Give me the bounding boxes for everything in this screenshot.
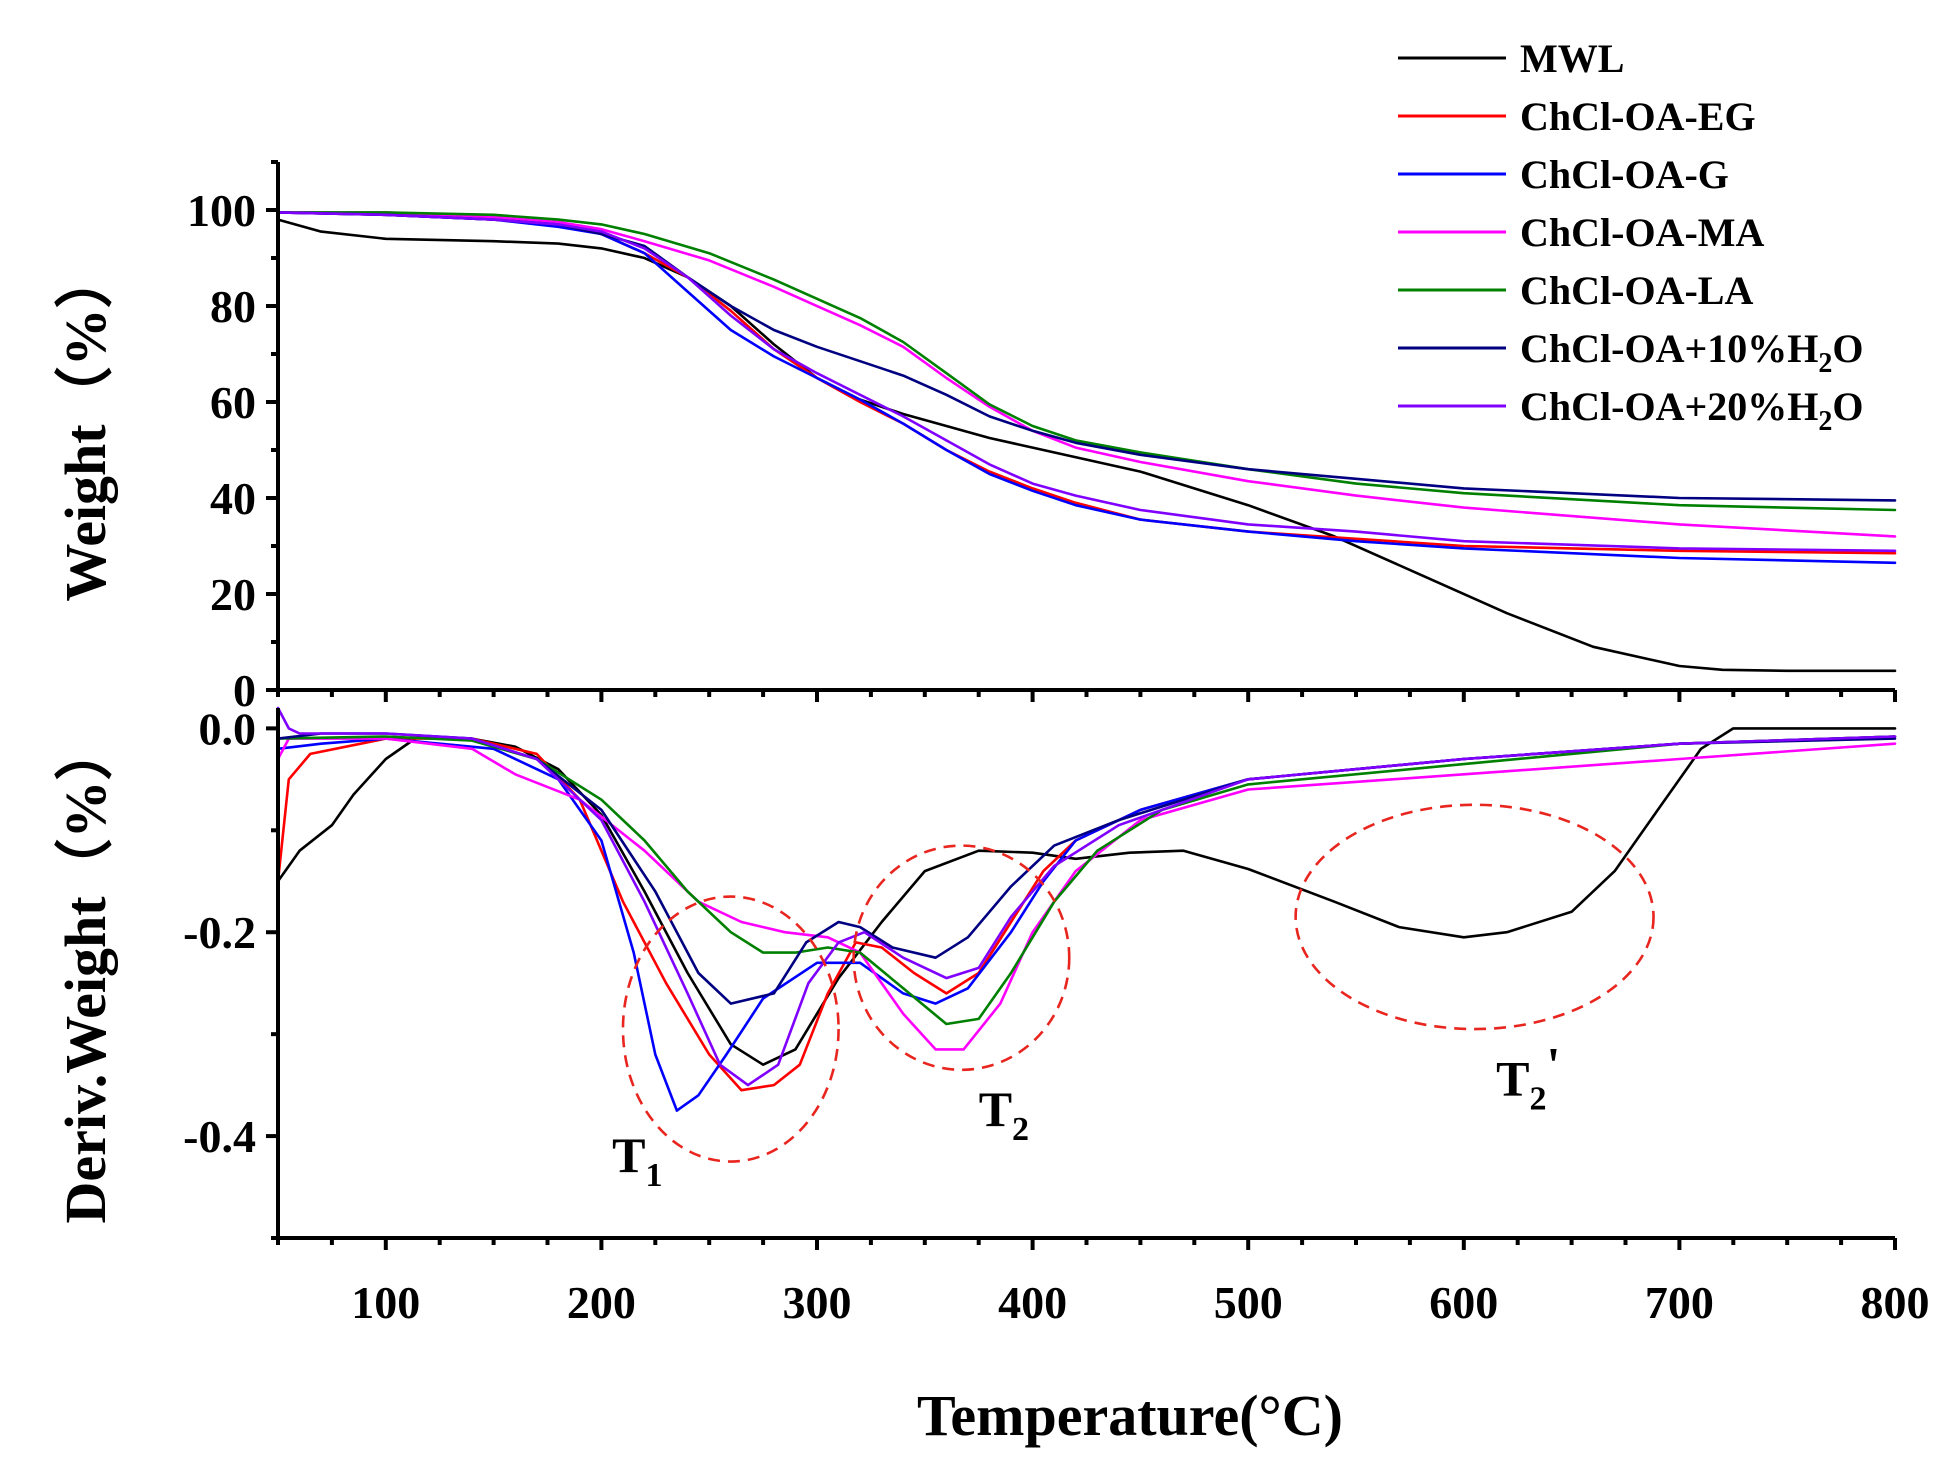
annotation-label-main: T [1496, 1050, 1529, 1106]
legend-label-subscript: 2 [1818, 348, 1832, 379]
tg-series-chcl-oa-ma [276, 211, 1897, 538]
legend-label-main: ChCl-OA-G [1520, 152, 1729, 197]
tg-y-tick-label: 0 [233, 665, 256, 716]
legend: MWL ChCl-OA-EG ChCl-OA-G ChCl-OA-MA ChCl-OA-… [1398, 36, 1863, 437]
legend-label-chcl-oa-eg: ChCl-OA-EG [1520, 94, 1756, 139]
annotation-label-tail: ' [1546, 1036, 1560, 1092]
x-tick-label: 300 [783, 1277, 852, 1328]
legend-label-main: ChCl-OA-EG [1520, 94, 1756, 139]
dtg-series-chcl-oa-20-h2o [276, 706, 1897, 1087]
x-tick-label: 500 [1214, 1277, 1283, 1328]
x-tick-label: 100 [351, 1277, 420, 1328]
annotation-label-subscript: 1 [646, 1157, 663, 1194]
tg-y-tick-label: 40 [210, 473, 256, 524]
legend-label-chcl-oa-la: ChCl-OA-LA [1520, 268, 1753, 313]
x-axis-title: Temperature(°C) [917, 1383, 1343, 1448]
dtg-series-chcl-oa-ma [276, 737, 1897, 1051]
tg-series-chcl-oa-20-h2o [276, 211, 1897, 553]
x-tick-label: 200 [567, 1277, 636, 1328]
legend-label-main: ChCl-OA+20%H [1520, 384, 1818, 429]
x-tick-label: 700 [1645, 1277, 1714, 1328]
legend-label-main: MWL [1520, 36, 1624, 81]
legend-label-main: ChCl-OA-MA [1520, 210, 1765, 255]
annotation-label-t2prime: T2' [1496, 1036, 1560, 1117]
tg-y-tick-label: 20 [210, 569, 256, 620]
x-tick-label: 800 [1861, 1277, 1930, 1328]
legend-label-mwl: MWL [1520, 36, 1624, 81]
dtg-y-tick-label: 0.0 [199, 703, 257, 754]
legend-label-main: ChCl-OA+10%H [1520, 326, 1818, 371]
legend-label-main: ChCl-OA-LA [1520, 268, 1753, 313]
legend-label-tail: O [1832, 326, 1863, 371]
x-tick-label: 600 [1429, 1277, 1498, 1328]
legend-label-chcl-oa-g: ChCl-OA-G [1520, 152, 1729, 197]
legend-label-subscript: 2 [1818, 406, 1832, 437]
annotation-ellipse-t2 [852, 844, 1071, 1072]
dtg-y-axis-title: Deriv.Weight（%） [53, 722, 118, 1223]
tg-series-mwl [276, 218, 1897, 673]
x-axis-tick-labels: 100 200 300 400 500 600 700 800 [351, 1277, 1929, 1328]
annotation-label-t1: T1 [612, 1127, 662, 1194]
tg-series-chcl-oa-eg [276, 211, 1897, 555]
tg-y-tick-label: 100 [187, 185, 256, 236]
legend-label-tail: O [1832, 384, 1863, 429]
tg-series-chcl-oa-la [276, 211, 1897, 512]
dtg-y-tick-label: -0.2 [183, 907, 256, 958]
tg-y-tick-label: 60 [210, 377, 256, 428]
annotation-ellipse-t2prime [1294, 803, 1655, 1031]
dtg-series-chcl-oa-10-h2o [276, 732, 1897, 1005]
tg-y-tick-label: 80 [210, 281, 256, 332]
annotation-label-subscript: 2 [1012, 1111, 1029, 1148]
legend-label-chcl-oa-ma: ChCl-OA-MA [1520, 210, 1765, 255]
annotation-label-subscript: 2 [1529, 1080, 1546, 1117]
dtg-panel: 0.0 -0.2 -0.4 Deriv.Weight（%） [53, 703, 1897, 1250]
tg-y-axis-title: Weight（%） [53, 250, 118, 601]
dtg-series-chcl-oa-la [276, 735, 1897, 1026]
annotation-label-t2: T2 [979, 1081, 1029, 1148]
dtg-y-tick-label: -0.4 [183, 1111, 256, 1162]
legend-label-chcl-oa-20-h2o: ChCl-OA+20%H2O [1520, 384, 1863, 437]
annotation-ellipse-t1 [621, 895, 840, 1163]
dtg-series-mwl [276, 727, 1897, 1066]
x-tick-label: 400 [998, 1277, 1067, 1328]
legend-label-chcl-oa-10-h2o: ChCl-OA+10%H2O [1520, 326, 1863, 379]
annotation-label-main: T [979, 1081, 1012, 1137]
annotation-label-main: T [612, 1127, 645, 1183]
tg-panel: 0 20 40 60 80 100 Weight（%） [53, 160, 1897, 716]
